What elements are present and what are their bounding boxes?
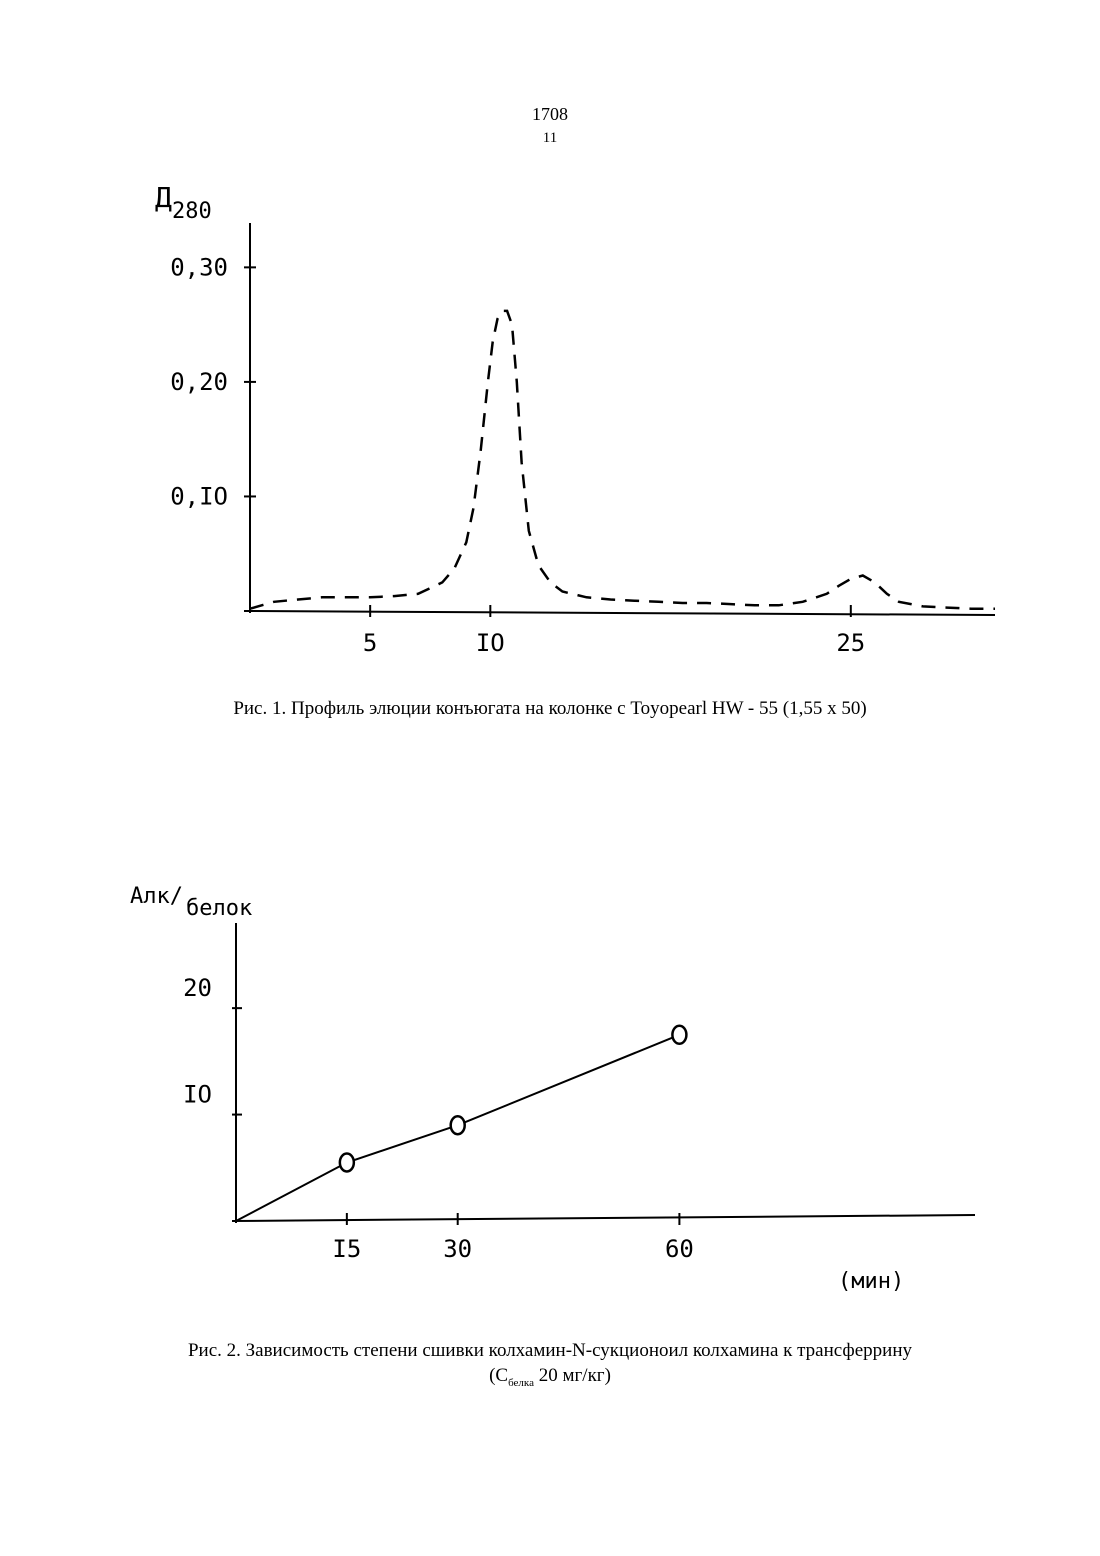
chart2-ylabel-sub: белок xyxy=(186,896,252,921)
chart2-y-tick-label: 20 xyxy=(183,974,212,1002)
chart1-y-tick-label: 0,IO xyxy=(170,482,228,510)
chart2-x-axis xyxy=(232,1215,975,1221)
chart1-y-tick-label: 0,20 xyxy=(170,368,228,396)
chart2-ylabel-main: Алк/ xyxy=(130,884,183,909)
chart2-x-tick-label: I5 xyxy=(332,1235,361,1263)
chart1-ylabel-main: Д xyxy=(155,181,172,214)
chart2-data-point xyxy=(451,1116,465,1134)
chart2-x-tick-label: 30 xyxy=(443,1235,472,1263)
chart2-y-tick-label: IO xyxy=(183,1081,212,1109)
chart2-x-tick-label: 60 xyxy=(665,1235,694,1263)
chart1-x-tick-label: 25 xyxy=(836,629,865,657)
page-number: 11 xyxy=(0,130,1100,147)
chart1-x-tick-label: IO xyxy=(476,629,505,657)
figure2-caption-line2: (Сбелка 20 мг/кг) xyxy=(0,1364,1100,1395)
chart1-series-line xyxy=(250,311,995,609)
chart2-data-point xyxy=(340,1153,354,1171)
chart1-y-tick-label: 0,30 xyxy=(170,253,228,281)
figure1-caption: Рис. 1. Профиль элюции конъюгата на коло… xyxy=(0,697,1100,721)
chart2-xlabel: (мин) xyxy=(838,1269,904,1294)
chart1-ylabel-sub: 280 xyxy=(172,199,212,224)
chart2-data-point xyxy=(672,1026,686,1044)
document-number: 1708 xyxy=(0,104,1100,125)
chart1-x-axis xyxy=(244,611,995,615)
chart1-x-tick-label: 5 xyxy=(363,629,377,657)
crosslinking-chart: Алк/ белок 20 IO I5 30 60 (мин) xyxy=(0,875,1100,1315)
elution-profile-chart: Д 280 0,300,200,IO 5IO25 xyxy=(0,185,1100,655)
figure2-caption-line1: Рис. 2. Зависимость степени сшивки колха… xyxy=(0,1339,1100,1363)
